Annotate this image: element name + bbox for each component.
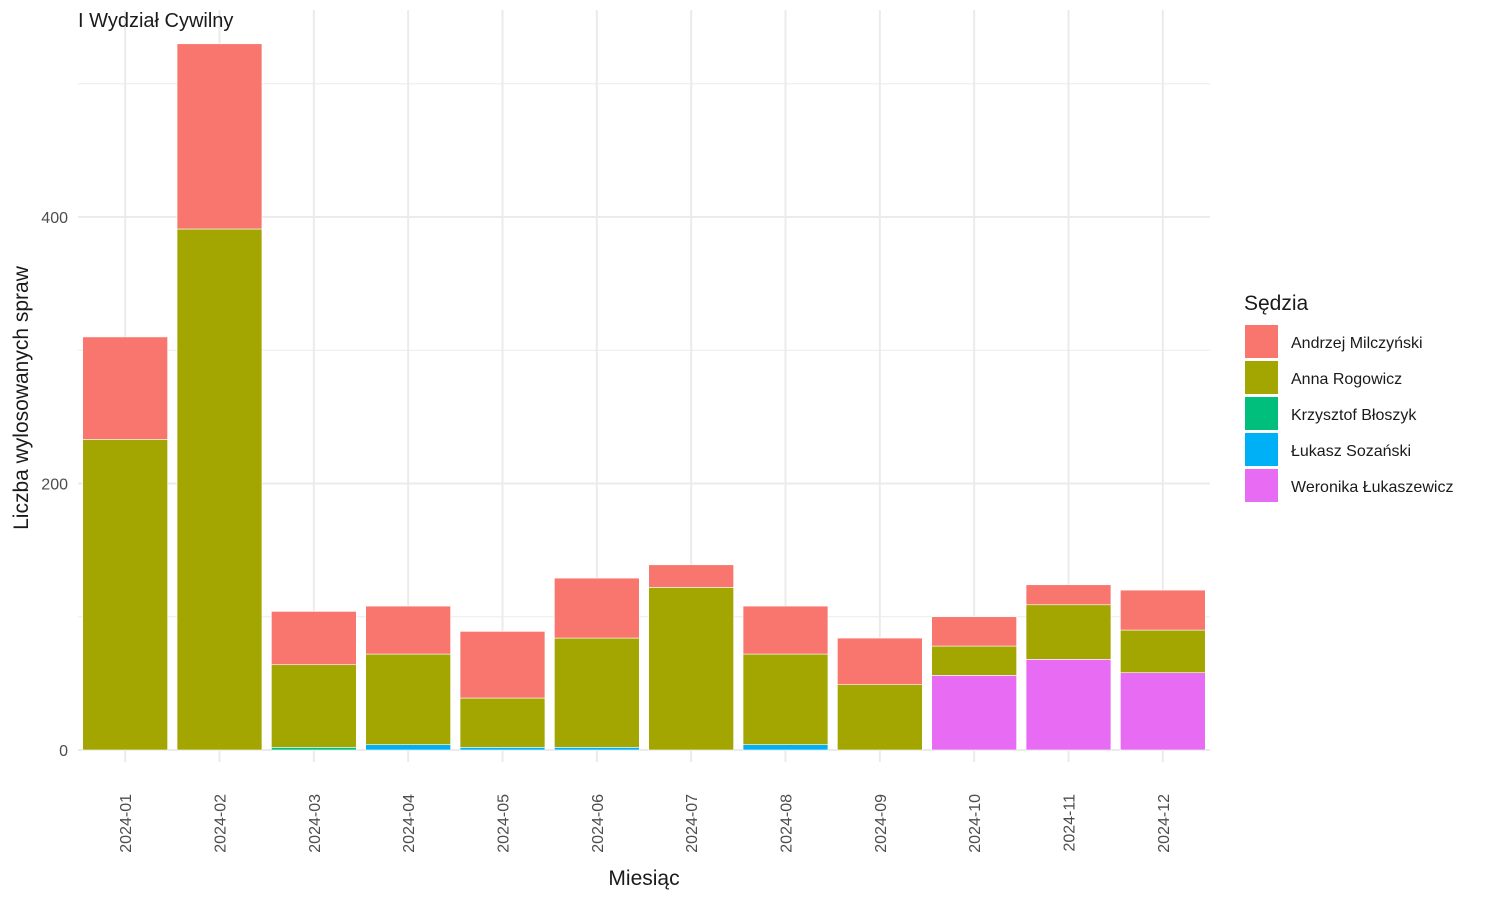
x-tick-label: 2024-05 xyxy=(496,794,513,853)
bar-segment xyxy=(365,605,451,655)
facet-title: I Wydział Cywilny xyxy=(78,10,233,32)
x-tick-label: 2024-01 xyxy=(118,794,135,853)
x-axis-ticks: 2024-01 2024-02 2024-03 2024-04 2024-05 2024-… xyxy=(118,794,1173,853)
bars-layer xyxy=(82,43,1206,751)
bar-segment xyxy=(82,336,168,440)
y-axis-ticks: 0 200 400 xyxy=(41,210,68,760)
bar-segment xyxy=(648,587,734,751)
bar-segment xyxy=(1025,604,1112,660)
bar-segment xyxy=(931,645,1017,676)
x-tick-label: 2024-02 xyxy=(213,794,230,853)
bar-segment xyxy=(554,747,640,751)
legend-items: Andrzej Milczyński Anna Rogowicz Krzysztof… xyxy=(1245,325,1453,502)
bar-segment xyxy=(271,747,357,751)
bar-segment xyxy=(459,631,546,699)
x-axis-title: Miesiąc xyxy=(608,867,679,890)
bar-segment xyxy=(931,616,1017,647)
bar-segment xyxy=(648,564,734,588)
bar-segment xyxy=(1120,589,1206,631)
bar-segment xyxy=(176,228,263,751)
bar-segment xyxy=(271,611,357,666)
legend-key xyxy=(1245,469,1278,502)
x-tick-label: 2024-12 xyxy=(1156,794,1173,853)
bar-segment xyxy=(1025,659,1112,751)
legend: Sędzia Andrzej Milczyński Anna Rogowicz Kr… xyxy=(1244,292,1453,502)
bar-segment xyxy=(742,653,829,745)
bar-segment xyxy=(837,637,923,686)
bar-segment xyxy=(271,664,357,748)
y-axis-title: Liczba wylosowanych spraw xyxy=(10,265,33,530)
bar-segment xyxy=(459,747,546,751)
legend-label: Weronika Łukaszewicz xyxy=(1291,479,1453,496)
x-tick-label: 2024-11 xyxy=(1062,794,1079,852)
x-tick-label: 2024-04 xyxy=(401,794,418,853)
x-tick-label: 2024-06 xyxy=(590,794,607,853)
legend-label: Krzysztof Błoszyk xyxy=(1291,407,1417,424)
bar-segment xyxy=(459,697,546,748)
bar-segment xyxy=(176,43,263,230)
x-tick-label: 2024-10 xyxy=(967,794,984,853)
bar-segment xyxy=(365,653,451,745)
y-tick-label: 200 xyxy=(41,477,68,494)
legend-key xyxy=(1245,433,1278,466)
bar-segment xyxy=(1120,629,1206,674)
legend-key xyxy=(1245,397,1278,430)
legend-key xyxy=(1245,325,1278,358)
legend-label: Andrzej Milczyński xyxy=(1291,335,1423,352)
bar-segment xyxy=(82,439,168,751)
bar-segment xyxy=(837,684,923,751)
y-tick-label: 400 xyxy=(41,210,68,227)
bar-segment xyxy=(742,605,829,655)
legend-label: Anna Rogowicz xyxy=(1291,371,1402,388)
x-tick-label: 2024-09 xyxy=(873,794,890,853)
legend-title: Sędzia xyxy=(1244,292,1309,315)
legend-label: Łukasz Sozański xyxy=(1291,443,1411,460)
bar-segment xyxy=(931,675,1017,751)
x-tick-label: 2024-07 xyxy=(684,794,701,853)
y-tick-label: 0 xyxy=(59,743,68,760)
bar-segment xyxy=(1120,672,1206,751)
bar-segment xyxy=(554,637,640,748)
bar-segment xyxy=(1025,584,1112,606)
bar-segment xyxy=(554,577,640,639)
legend-key xyxy=(1245,361,1278,394)
bar-segment xyxy=(365,744,451,751)
bar-segment xyxy=(742,744,829,751)
x-tick-label: 2024-08 xyxy=(779,794,796,853)
x-tick-label: 2024-03 xyxy=(307,794,324,853)
